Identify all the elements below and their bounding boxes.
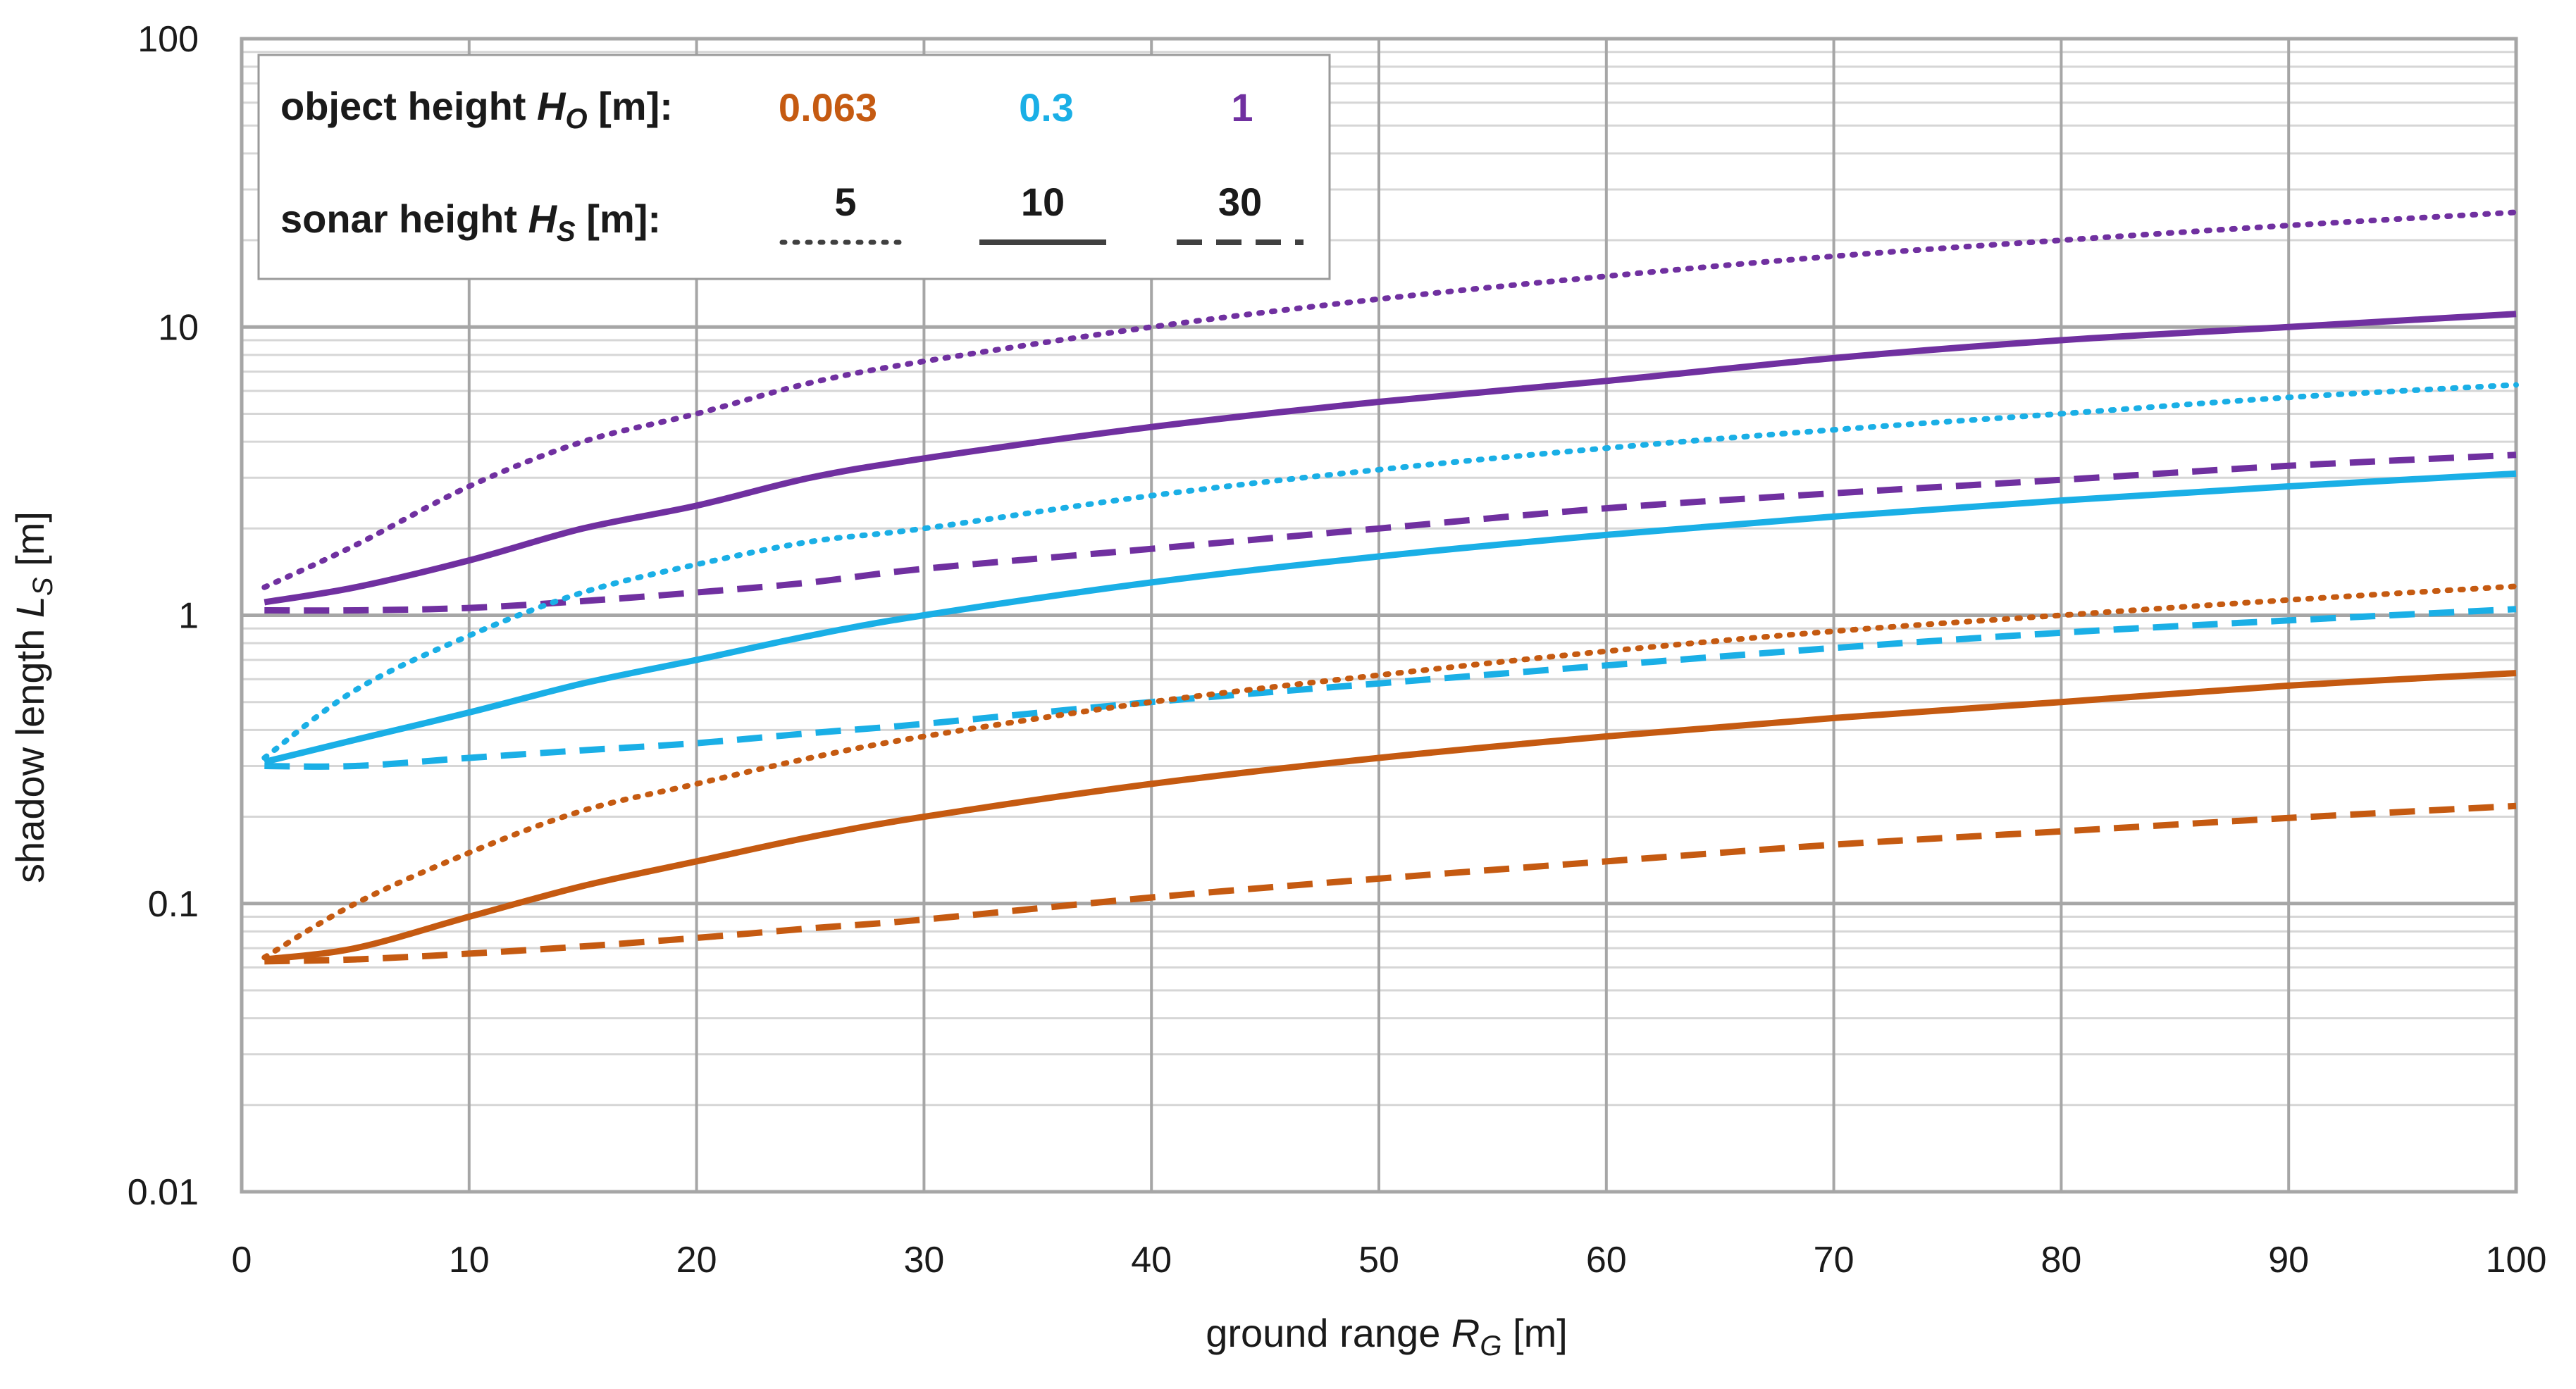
x-tick-label: 0: [232, 1240, 252, 1281]
x-tick-label: 100: [2486, 1240, 2547, 1281]
series-line-ho-0.063-hs-10: [264, 670, 2517, 963]
x-tick-label: 30: [903, 1240, 944, 1281]
series-lines: [261, 209, 2519, 965]
y-tick-labels: 0.01 0.1 1 10 100: [128, 19, 199, 1213]
series-line-ho-0.063-hs-5: [261, 583, 2519, 961]
legend-object-height-value: 1: [1231, 85, 1253, 130]
x-tick-label: 70: [1814, 1240, 1854, 1281]
y-tick-label: 0.1: [148, 884, 199, 925]
series-line-ho-1-hs-10: [264, 311, 2517, 606]
x-tick-label: 40: [1131, 1240, 1172, 1281]
legend: object height HO [m]: sonar height HS [m…: [257, 54, 1331, 280]
y-tick-label: 1: [178, 596, 199, 637]
legend-sonar-height-value: 30: [1218, 180, 1262, 224]
x-tick-label: 80: [2041, 1240, 2081, 1281]
series-line-ho-0.3-hs-30: [264, 606, 2517, 770]
legend-sonar-height-label: sonar height HS [m]:: [280, 197, 661, 247]
y-tick-label: 10: [158, 307, 199, 348]
x-tick-labels: 0 10 20 30 40 50 60 70 80 90 100: [232, 1240, 2547, 1281]
series-line-ho-0.063-hs-30: [264, 802, 2517, 965]
series-line-ho-0.3-hs-5: [261, 382, 2519, 761]
x-tick-label: 90: [2268, 1240, 2309, 1281]
y-axis-label: shadow length LS [m]: [8, 511, 58, 883]
plot-border: [240, 37, 2518, 1194]
legend-object-heights: 0.063 0.3 1: [779, 85, 1253, 130]
x-tick-label: 20: [676, 1240, 717, 1281]
legend-sonar-height-value: 10: [1021, 180, 1065, 224]
x-tick-label: 10: [449, 1240, 490, 1281]
legend-object-height-label: object height HO [m]:: [280, 84, 673, 135]
series-line-ho-0.3-hs-10: [264, 470, 2517, 766]
x-axis-label: ground range RG [m]: [1206, 1311, 1568, 1362]
legend-object-height-value: 0.063: [779, 85, 877, 130]
legend-sonar-height-value: 5: [834, 180, 856, 224]
legend-sonar-heights: 5 10 30: [779, 180, 1304, 245]
y-tick-label: 0.01: [128, 1172, 199, 1213]
y-tick-label: 100: [137, 19, 199, 60]
x-tick-label: 50: [1358, 1240, 1399, 1281]
legend-object-height-value: 0.3: [1019, 85, 1074, 130]
x-tick-label: 60: [1586, 1240, 1627, 1281]
plot-area: [240, 37, 2518, 1194]
